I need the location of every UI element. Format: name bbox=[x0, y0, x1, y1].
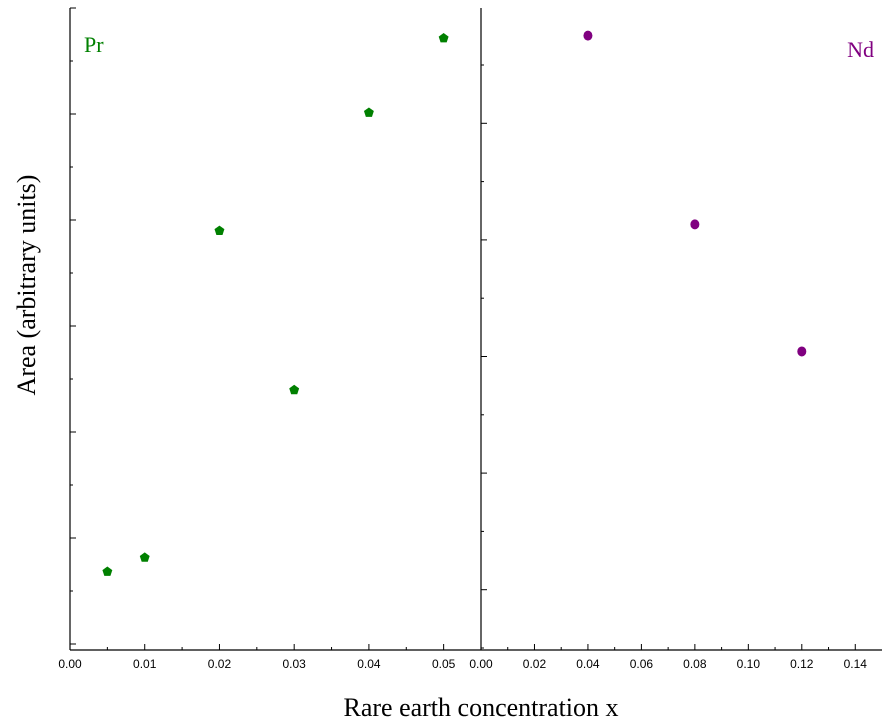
data-point-pr bbox=[438, 32, 449, 43]
data-points bbox=[102, 30, 807, 576]
x-tick-label: 0.04 bbox=[576, 657, 600, 671]
data-point-pr bbox=[363, 107, 374, 117]
x-tick-label: 0.00 bbox=[58, 657, 82, 671]
data-point-nd bbox=[797, 346, 807, 357]
x-tick-label: 0.01 bbox=[133, 657, 157, 671]
x-tick-label: 0.02 bbox=[523, 657, 547, 671]
axis-ticks bbox=[69, 7, 856, 650]
x-tick-label: 0.04 bbox=[357, 657, 381, 671]
x-tick-label: 0.06 bbox=[630, 657, 654, 671]
x-tick-label: 0.10 bbox=[737, 657, 761, 671]
plot-frame bbox=[69, 8, 882, 651]
x-tick-label: 0.05 bbox=[432, 657, 456, 671]
panel-label-nd: Nd bbox=[847, 37, 874, 62]
x-tick-label: 0.12 bbox=[790, 657, 814, 671]
x-tick-label: 0.08 bbox=[683, 657, 707, 671]
data-point-pr bbox=[139, 552, 150, 562]
panel-label-pr: Pr bbox=[84, 32, 104, 57]
data-point-nd bbox=[583, 30, 593, 41]
y-axis-label: Area (arbitrary units) bbox=[12, 175, 41, 396]
data-point-pr bbox=[214, 225, 225, 235]
x-tick-label: 0.03 bbox=[283, 657, 307, 671]
x-axis-label: Rare earth concentration x bbox=[343, 693, 618, 722]
data-point-pr bbox=[102, 566, 113, 576]
x-tick-label: 0.02 bbox=[208, 657, 232, 671]
x-tick-label: 0.00 bbox=[469, 657, 493, 671]
x-tick-labels: 0.00 0.01 0.02 0.03 0.04 0.05 0.00 0.02 0.04 0.06… bbox=[58, 657, 867, 671]
data-point-nd bbox=[690, 219, 700, 230]
x-tick-label: 0.14 bbox=[844, 657, 868, 671]
data-point-pr bbox=[289, 384, 300, 395]
